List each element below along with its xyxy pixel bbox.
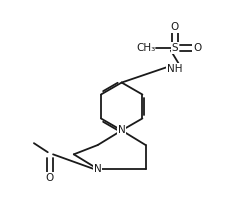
Text: NH: NH bbox=[167, 64, 183, 74]
Text: S: S bbox=[171, 43, 178, 53]
Text: CH₃: CH₃ bbox=[136, 43, 155, 53]
Text: O: O bbox=[171, 22, 179, 32]
Text: O: O bbox=[193, 43, 201, 53]
Text: O: O bbox=[46, 173, 54, 183]
Text: N: N bbox=[94, 164, 102, 174]
Text: N: N bbox=[118, 125, 125, 135]
